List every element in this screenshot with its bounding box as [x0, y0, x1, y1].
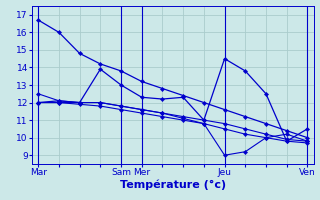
X-axis label: Température (°c): Température (°c) — [120, 180, 226, 190]
